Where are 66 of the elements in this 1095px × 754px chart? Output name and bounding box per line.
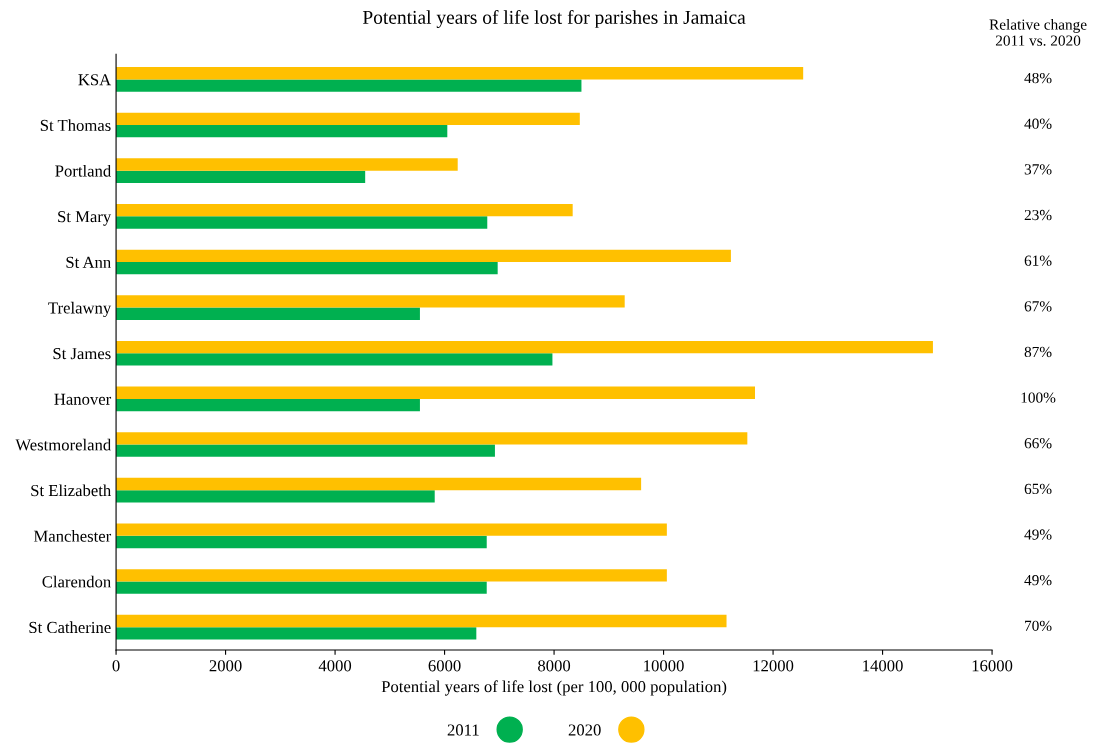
y-tick-label: Manchester xyxy=(33,530,112,542)
text: 70% xyxy=(1025,620,1052,631)
x-axis-title: Potential years of life lost (per 100, 000 population) xyxy=(381,680,727,696)
x-tick-label: 10000 xyxy=(644,660,684,672)
text: 61% xyxy=(1024,255,1052,266)
x-tick-label: 4000 xyxy=(318,660,352,672)
text: 49% xyxy=(1024,575,1052,586)
bar xyxy=(116,158,458,171)
bar xyxy=(116,523,667,536)
y-tick-label: St Catherine xyxy=(29,621,111,634)
bar xyxy=(116,627,477,640)
bar xyxy=(116,477,642,491)
bar xyxy=(116,444,495,457)
y-tick-label: Hanover xyxy=(54,393,112,405)
y-tick-label: Clarendon xyxy=(42,575,111,588)
bar xyxy=(116,353,553,366)
bar xyxy=(116,204,573,217)
bar xyxy=(116,398,420,412)
bar xyxy=(116,614,727,628)
bar xyxy=(116,307,420,320)
y-tick-label: St James xyxy=(53,348,111,360)
y-tick-label: Westmoreland xyxy=(15,438,111,451)
y-tick-label: St Mary xyxy=(58,211,112,226)
bar xyxy=(116,170,366,184)
y-tick-label: Trelawny xyxy=(48,301,112,317)
y-tick-label: St Elizabeth xyxy=(31,484,111,497)
bar xyxy=(116,490,435,503)
bar xyxy=(116,249,731,262)
bar xyxy=(116,569,667,582)
text: 48% xyxy=(1024,72,1052,84)
x-tick-label: 8000 xyxy=(538,660,571,672)
text: 66% xyxy=(1024,438,1052,449)
x-tick-label: 6000 xyxy=(428,660,461,672)
bar xyxy=(116,261,498,275)
bar xyxy=(116,340,933,354)
x-tick-label: 14000 xyxy=(863,660,903,672)
legend-label: 2011 xyxy=(447,724,479,736)
bar xyxy=(116,581,487,594)
bar xyxy=(116,295,625,308)
bar xyxy=(116,67,804,80)
bar xyxy=(116,432,748,445)
legend-label: 2020 xyxy=(568,724,601,736)
bar xyxy=(116,386,755,399)
text: 49% xyxy=(1024,529,1052,540)
text: 100% xyxy=(1021,392,1056,403)
text: 40% xyxy=(1024,118,1052,129)
y-tick-label: St Ann xyxy=(66,256,111,268)
text: 67% xyxy=(1024,301,1052,312)
y-tick-label: St Thomas xyxy=(40,119,111,131)
chart-title: Potential years of life lost for parishes in Jamaica xyxy=(362,10,746,28)
text: 37% xyxy=(1024,164,1052,175)
text: 87% xyxy=(1024,346,1052,358)
bar xyxy=(116,79,582,92)
x-tick-label: 2000 xyxy=(209,660,242,672)
bar xyxy=(116,216,488,229)
bar xyxy=(116,125,448,138)
y-tick-label: Portland xyxy=(55,164,112,177)
text: Relative change 2011 vs. 2020 xyxy=(989,18,1087,46)
y-tick-label: KSA xyxy=(78,74,112,86)
text: 65% xyxy=(1024,483,1052,495)
text: 23% xyxy=(1024,209,1052,221)
bar xyxy=(116,535,487,549)
x-tick-label: 12000 xyxy=(753,660,794,672)
bar xyxy=(116,112,580,126)
x-tick-label: 0 xyxy=(112,660,120,672)
x-tick-label: 16000 xyxy=(972,660,1013,672)
